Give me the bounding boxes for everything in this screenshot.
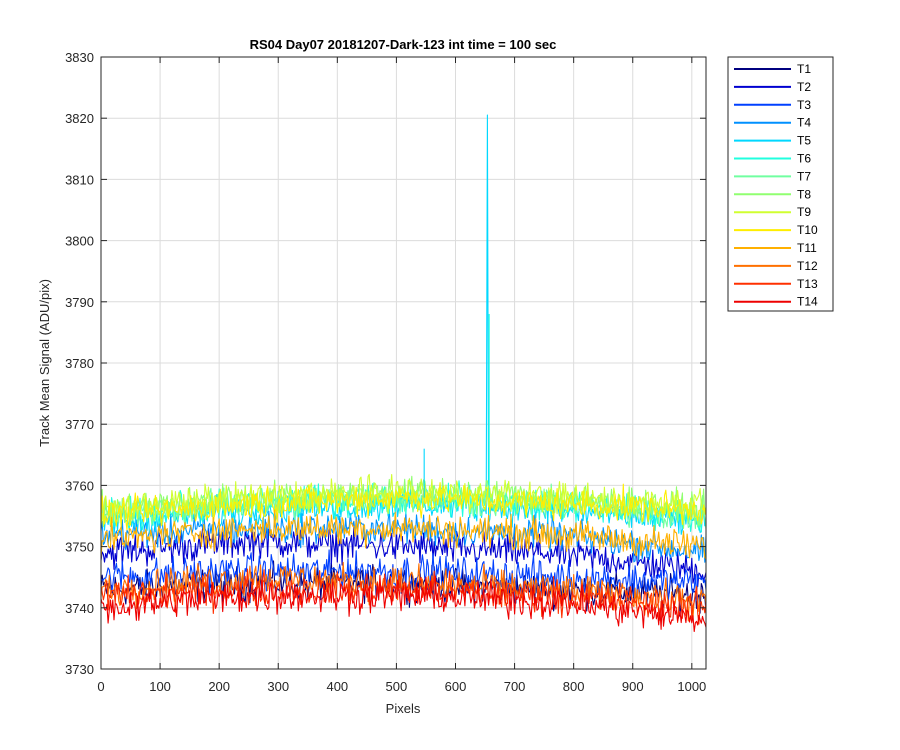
legend-label-t2: T2 [797,80,811,94]
legend-label-t5: T5 [797,134,811,148]
series-line-t9 [100,473,707,528]
legend: T1 T2 T3 T4 T5 T6 T7 T8 T9 T10 T11 T12 T13 T14 [727,56,834,312]
legend-label-t10: T10 [797,223,818,237]
y-axis-label: Track Mean Signal (ADU/pix) [37,279,52,447]
y-tick-label: 3780 [65,356,94,371]
x-tick-label: 100 [149,679,171,694]
legend-label-t4: T4 [797,116,811,130]
x-tick-label: 0 [97,679,104,694]
x-axis-label: Pixels [386,701,421,716]
legend-label-t1: T1 [797,62,811,76]
series-line-t3 [100,549,707,604]
legend-label-t3: T3 [797,98,811,112]
series-line-t4 [100,510,707,563]
x-tick-label: 200 [208,679,230,694]
legend-label-t13: T13 [797,277,818,291]
x-tick-label: 800 [563,679,585,694]
x-tick-label: 700 [504,679,526,694]
legend-box [727,56,834,312]
x-axis-ticks: 0 100 200 300 400 500 600 700 800 900 1000 [97,57,706,694]
series-line-t2 [100,522,707,588]
y-tick-label: 3740 [65,601,94,616]
y-tick-label: 3790 [65,295,94,310]
legend-label-t7: T7 [797,169,811,183]
series-line-t10 [100,482,707,531]
x-tick-label: 500 [386,679,408,694]
chart-title: RS04 Day07 20181207-Dark-123 int time = … [250,37,557,52]
legend-label-t8: T8 [797,187,811,201]
legend-label-t9: T9 [797,205,811,219]
x-tick-label: 300 [267,679,289,694]
y-tick-label: 3810 [65,172,94,187]
legend-label-t12: T12 [797,259,818,273]
y-tick-label: 3760 [65,478,94,493]
x-tick-label: 900 [622,679,644,694]
series-line-t13 [100,568,707,625]
y-axis-ticks: 3730 3740 3750 3760 3770 3780 3790 3800 3810 3820… [65,50,706,677]
series-lines [100,114,707,633]
series-line-t14 [100,574,707,633]
series-line-t11 [100,509,707,560]
y-tick-label: 3830 [65,50,94,65]
x-tick-label: 600 [445,679,467,694]
y-tick-label: 3800 [65,234,94,249]
y-tick-label: 3820 [65,111,94,126]
y-tick-label: 3750 [65,540,94,555]
legend-label-t14: T14 [797,295,818,309]
legend-label-t6: T6 [797,152,811,166]
x-tick-label: 400 [326,679,348,694]
x-tick-label: 1000 [677,679,706,694]
y-tick-label: 3730 [65,662,94,677]
legend-label-t11: T11 [797,241,817,255]
y-tick-label: 3770 [65,417,94,432]
